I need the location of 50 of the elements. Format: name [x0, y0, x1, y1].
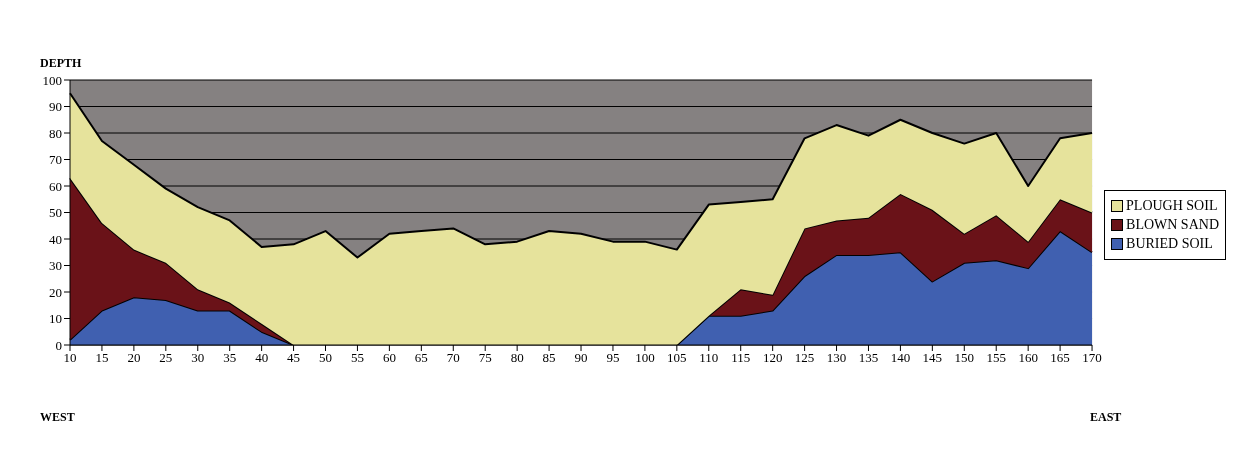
y-tick-label: 10	[49, 311, 62, 327]
x-tick-label: 85	[542, 350, 556, 366]
text: WEST	[40, 410, 75, 425]
legend-label: BLOWN SAND	[1126, 217, 1219, 233]
x-tick-label: 90	[574, 350, 588, 366]
chart-title: DEPTH	[40, 56, 82, 71]
x-tick-label: 140	[890, 350, 911, 366]
y-tick-label: 100	[42, 72, 62, 88]
x-tick-label: 105	[667, 350, 687, 366]
x-tick-label: 130	[826, 350, 847, 366]
y-tick-label: 0	[55, 337, 62, 353]
x-tick-label: 120	[762, 350, 783, 366]
x-tick-label: 110	[699, 350, 719, 366]
x-tick-label: 20	[127, 350, 141, 366]
x-tick-label: 135	[858, 350, 879, 366]
x-tick-label: 55	[350, 350, 364, 366]
text: EAST	[1090, 410, 1122, 425]
y-tick-label: 50	[49, 205, 62, 221]
y-tick-label: 40	[49, 231, 62, 247]
x-tick-label: 145	[922, 350, 943, 366]
x-tick-label: 10	[63, 350, 77, 366]
y-tick-label: 90	[49, 99, 62, 115]
y-tick-label: 30	[49, 258, 62, 274]
x-tick-label: 40	[255, 350, 269, 366]
x-tick-label: 60	[382, 350, 396, 366]
x-tick-label: 155	[986, 350, 1006, 366]
x-tick-label: 125	[794, 350, 815, 366]
x-tick-label: 100	[635, 350, 655, 366]
y-tick-label: 70	[49, 152, 62, 168]
x-tick-label: 65	[414, 350, 428, 366]
x-tick-label: 170	[1082, 350, 1102, 366]
x-tick-label: 75	[478, 350, 492, 366]
x-tick-label: 50	[319, 350, 333, 366]
x-tick-label: 150	[954, 350, 975, 366]
x-tick-label: 80	[510, 350, 524, 366]
x-tick-label: 15	[95, 350, 109, 366]
x-tick-label: 70	[446, 350, 460, 366]
legend-label: PLOUGH SOIL	[1126, 198, 1218, 214]
x-tick-label: 95	[606, 350, 620, 366]
y-tick-label: 80	[49, 125, 62, 141]
x-tick-label: 45	[287, 350, 301, 366]
legend-label: BURIED SOIL	[1126, 236, 1213, 252]
x-tick-label: 115	[731, 350, 751, 366]
x-tick-label: 35	[223, 350, 237, 366]
y-tick-label: 20	[49, 284, 62, 300]
x-tick-label: 165	[1050, 350, 1070, 366]
x-tick-label: 160	[1018, 350, 1038, 366]
y-tick-label: 60	[49, 178, 62, 194]
x-tick-label: 30	[191, 350, 205, 366]
x-tick-label: 25	[159, 350, 173, 366]
